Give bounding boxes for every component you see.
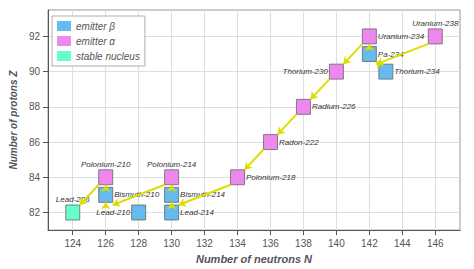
svg-text:140: 140 (328, 238, 345, 249)
svg-text:126: 126 (97, 238, 114, 249)
svg-text:Lead-214: Lead-214 (180, 208, 214, 217)
svg-text:82: 82 (29, 207, 41, 218)
svg-text:86: 86 (29, 137, 41, 148)
svg-text:130: 130 (163, 238, 180, 249)
svg-text:128: 128 (130, 238, 147, 249)
svg-text:138: 138 (295, 238, 312, 249)
svg-text:84: 84 (29, 172, 41, 183)
svg-text:146: 146 (427, 238, 444, 249)
svg-text:emitter α: emitter α (76, 36, 115, 47)
svg-text:Lead-210: Lead-210 (96, 208, 130, 217)
svg-text:Polonium-218: Polonium-218 (246, 173, 296, 182)
svg-text:Uranium-238: Uranium-238 (412, 19, 459, 28)
svg-text:stable nucleus: stable nucleus (76, 51, 140, 62)
svg-text:emitter β: emitter β (76, 21, 115, 32)
svg-text:136: 136 (262, 238, 279, 249)
svg-text:Bismuth-210: Bismuth-210 (114, 190, 160, 200)
svg-text:134: 134 (229, 238, 246, 249)
svg-text:Thorium-230: Thorium-230 (283, 67, 329, 76)
svg-text:Polonium-214: Polonium-214 (147, 160, 197, 169)
svg-text:Pa-234: Pa-234 (377, 49, 404, 59)
svg-text:92: 92 (29, 31, 41, 42)
svg-text:Uranium-234: Uranium-234 (378, 32, 425, 41)
svg-text:Radium-226: Radium-226 (312, 102, 356, 111)
svg-text:Bismuth-214: Bismuth-214 (180, 190, 225, 200)
svg-text:144: 144 (394, 238, 411, 249)
svg-text:Number of neutrons N: Number of neutrons N (196, 253, 313, 265)
svg-text:Thorium-234: Thorium-234 (394, 67, 440, 76)
svg-text:Radon-222: Radon-222 (279, 138, 319, 147)
svg-text:90: 90 (29, 66, 41, 77)
svg-text:142: 142 (361, 238, 378, 249)
svg-text:88: 88 (29, 101, 41, 112)
svg-text:132: 132 (196, 238, 213, 249)
svg-text:Polonium-210: Polonium-210 (81, 160, 131, 169)
svg-text:Number of protons Z: Number of protons Z (8, 70, 19, 170)
svg-text:Lead-206: Lead-206 (55, 195, 90, 204)
svg-text:124: 124 (64, 238, 81, 249)
